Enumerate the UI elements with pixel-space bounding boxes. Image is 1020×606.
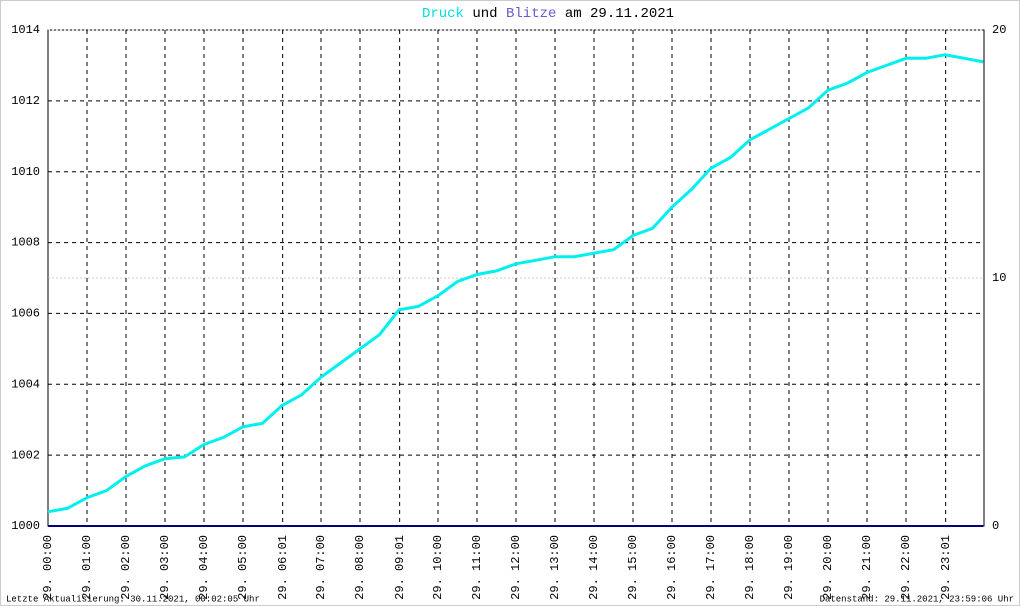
y-tick-label: 1002 — [11, 448, 40, 462]
y-tick-label: 1010 — [11, 165, 40, 179]
title-part: am 29.11.2021 — [565, 6, 674, 22]
y2-tick-label: 20 — [992, 23, 1006, 37]
title-part: Blitze — [506, 6, 556, 22]
y-tick-label: 1008 — [11, 236, 40, 250]
y-tick-label: 1012 — [11, 94, 40, 108]
title-part: Druck — [422, 6, 464, 22]
x-tick-label: 29. 08:00 — [353, 535, 367, 600]
x-tick-label: 29. 09:01 — [393, 535, 407, 600]
footer-right: Datenstand: 29.11.2021, 23:59:06 Uhr — [820, 594, 1014, 604]
x-tick-label: 29. 19:00 — [782, 535, 796, 600]
x-tick-label: 29. 20:00 — [821, 535, 835, 600]
title-part: und — [472, 6, 497, 22]
y-tick-label: 1000 — [11, 519, 40, 533]
series-line — [47, 53, 984, 514]
x-tick-label: 29. 13:00 — [548, 535, 562, 600]
x-tick-label: 29. 16:00 — [665, 535, 679, 600]
x-tick-label: 29. 21:00 — [860, 535, 874, 600]
x-tick-label: 29. 02:00 — [119, 535, 133, 600]
x-tick-label: 29. 18:00 — [743, 535, 757, 600]
x-tick-label: 29. 22:00 — [899, 535, 913, 600]
y2-tick-label: 10 — [992, 271, 1006, 285]
x-tick-label: 29. 00:00 — [41, 535, 55, 600]
x-tick-label: 29. 05:00 — [236, 535, 250, 600]
x-tick-label: 29. 12:00 — [509, 535, 523, 600]
chart-title: Druck und Blitze am 29.11.2021 — [422, 6, 674, 22]
x-tick-label: 29. 06:01 — [276, 535, 290, 600]
x-tick-label: 29. 15:00 — [626, 535, 640, 600]
y-tick-label: 1004 — [11, 377, 40, 391]
y-tick-label: 1006 — [11, 307, 40, 321]
footer-left: Letzte Aktualisierung: 30.11.2021, 00:02… — [6, 594, 260, 604]
y2-tick-label: 0 — [992, 519, 999, 533]
x-tick-label: 29. 04:00 — [197, 535, 211, 600]
x-tick-label: 29. 17:00 — [704, 535, 718, 600]
x-tick-label: 29. 07:00 — [314, 535, 328, 600]
x-tick-label: 29. 23:01 — [939, 535, 953, 600]
x-tick-label: 29. 10:00 — [431, 535, 445, 600]
x-tick-label: 29. 11:00 — [470, 535, 484, 600]
y-tick-label: 1014 — [11, 23, 40, 37]
x-tick-label: 29. 01:00 — [80, 535, 94, 600]
x-tick-label: 29. 03:00 — [158, 535, 172, 600]
x-tick-label: 29. 14:00 — [587, 535, 601, 600]
